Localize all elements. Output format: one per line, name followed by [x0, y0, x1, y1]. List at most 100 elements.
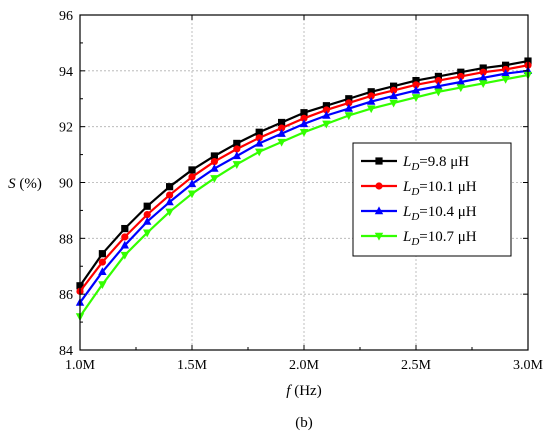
y-tick-label: 92	[59, 121, 73, 136]
y-tick-label: 88	[59, 232, 73, 247]
data-point	[367, 96, 376, 105]
legend-value: =10.4 μH	[419, 204, 477, 220]
legend-label: LD=10.4 μH	[402, 204, 477, 223]
data-point	[322, 110, 331, 119]
legend-value: =9.8 μH	[419, 154, 469, 170]
data-point	[233, 139, 241, 148]
x-axis-title: f (Hz)	[286, 383, 321, 399]
data-point	[165, 197, 174, 206]
data-point	[502, 61, 510, 69]
data-point	[300, 109, 308, 117]
data-point	[98, 250, 106, 258]
data-point	[166, 191, 174, 199]
data-point	[232, 151, 241, 160]
x-tick-label: 1.5M	[177, 358, 208, 373]
data-point	[166, 183, 174, 191]
data-point	[121, 224, 129, 233]
data-point	[344, 103, 353, 112]
data-point	[255, 148, 264, 157]
data-point	[233, 145, 241, 153]
x-axis-unit: (Hz)	[290, 383, 321, 399]
data-point	[456, 77, 465, 86]
data-point	[210, 152, 218, 160]
data-point	[277, 138, 286, 147]
data-point	[389, 99, 398, 108]
data-point	[278, 118, 286, 127]
y-tick-label: 96	[59, 9, 73, 24]
y-tick-label: 84	[59, 344, 73, 359]
legend-subscript: D	[410, 236, 419, 248]
data-point	[299, 119, 309, 128]
data-point	[457, 68, 465, 76]
data-point	[278, 124, 286, 132]
data-point	[143, 211, 151, 219]
data-point	[479, 73, 488, 82]
legend-label: LD=10.1 μH	[402, 179, 477, 198]
data-point	[344, 112, 353, 121]
legend-value: =10.7 μH	[419, 229, 477, 245]
data-point	[411, 85, 421, 94]
legend-marker	[374, 206, 384, 215]
y-tick-label: 86	[59, 288, 73, 303]
panel-label: (b)	[295, 415, 313, 431]
data-point	[501, 76, 510, 84]
data-point	[210, 175, 219, 183]
data-point	[143, 216, 152, 225]
data-point	[479, 68, 487, 76]
data-point	[390, 82, 398, 90]
data-point	[389, 91, 398, 100]
y-axis-unit: (%)	[16, 176, 42, 192]
data-point	[434, 77, 442, 85]
data-point	[322, 106, 330, 114]
data-point	[390, 86, 398, 94]
data-point	[412, 81, 420, 89]
legend-subscript: D	[410, 186, 419, 198]
series-4	[75, 71, 533, 322]
tick-labels: 1.0M 1.5M 2.0M 2.5M 3.0M 84 86 88 90 92 94 96	[59, 9, 544, 373]
data-point	[300, 114, 308, 122]
y-axis-var: S	[8, 176, 16, 192]
y-tick-label: 94	[59, 65, 73, 80]
axis-ticks	[79, 14, 529, 351]
x-tick-label: 1.0M	[65, 358, 96, 373]
data-point	[98, 267, 107, 276]
data-point	[232, 161, 241, 169]
data-point	[255, 134, 263, 142]
data-point	[299, 129, 309, 137]
data-point	[479, 64, 487, 72]
data-point	[434, 72, 442, 81]
data-point	[187, 179, 197, 188]
legend-label: LD=10.7 μH	[402, 229, 477, 248]
data-point	[457, 72, 465, 81]
x-tick-label: 3.0M	[513, 358, 544, 373]
legend-entry-4: LD=10.7 μH	[361, 229, 477, 248]
legend-entry-3: LD=10.4 μH	[361, 204, 477, 223]
y-axis-title: S (%)	[8, 176, 42, 192]
legend-var: L	[402, 204, 411, 220]
data-point	[255, 128, 263, 136]
legend-subscript: D	[410, 211, 419, 223]
data-point	[501, 69, 510, 77]
data-point	[121, 233, 129, 241]
data-point	[345, 99, 353, 107]
data-point	[143, 202, 151, 210]
data-point	[434, 88, 443, 97]
legend-marker	[375, 182, 383, 190]
data-point	[345, 95, 353, 103]
legend-entry-2: LD=10.1 μH	[361, 179, 477, 198]
data-point	[120, 240, 129, 249]
data-point	[188, 173, 196, 181]
data-point	[367, 92, 375, 100]
data-point	[277, 129, 286, 137]
legend-value: =10.1 μH	[419, 179, 477, 195]
data-point	[412, 77, 420, 85]
legend-label: LD=9.8 μH	[402, 154, 469, 173]
data-point	[120, 251, 129, 260]
data-point	[456, 84, 465, 93]
data-point	[367, 105, 376, 114]
legend-marker	[374, 232, 384, 241]
data-point	[411, 94, 421, 102]
data-point	[367, 88, 375, 96]
